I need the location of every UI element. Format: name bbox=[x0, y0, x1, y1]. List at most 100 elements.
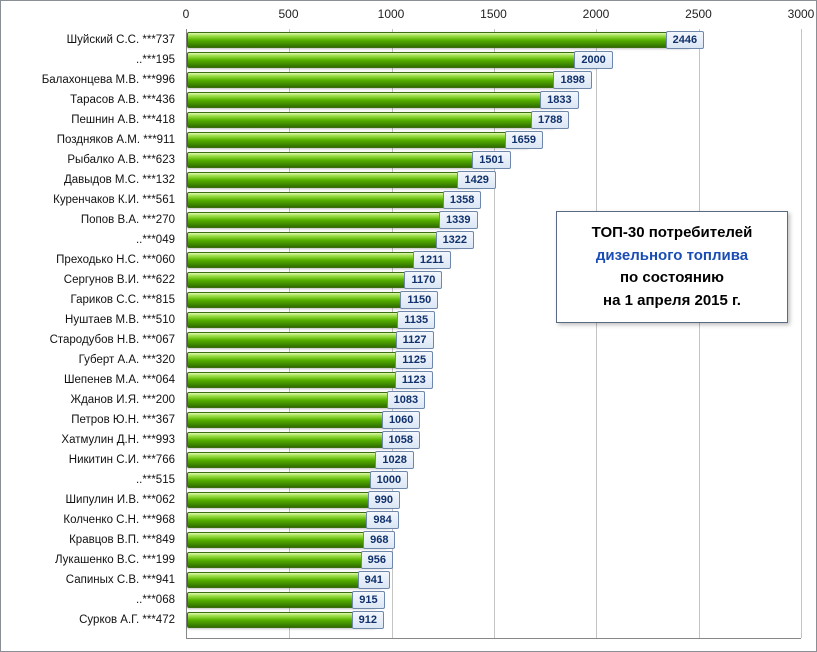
title-box: ТОП-30 потребителей дизельного топлива п… bbox=[556, 211, 788, 323]
bar bbox=[187, 332, 420, 348]
x-axis-labels: 050010001500200025003000 bbox=[186, 7, 801, 25]
bar-value-label: 1123 bbox=[395, 371, 433, 389]
category-label: Сергунов В.И. ***622 bbox=[1, 271, 181, 289]
bar bbox=[187, 352, 419, 368]
plot-area: 2446200018981833178816591501142913581339… bbox=[186, 29, 801, 639]
category-label: Поздняков А.М. ***911 bbox=[1, 131, 181, 149]
bar-row: 1060 bbox=[187, 411, 801, 429]
category-label: ..***049 bbox=[1, 231, 181, 249]
title-line-4: на 1 апреля 2015 г. bbox=[567, 290, 777, 313]
bar bbox=[187, 512, 390, 528]
bar bbox=[187, 52, 598, 68]
bar bbox=[187, 132, 529, 148]
bar bbox=[187, 472, 394, 488]
bar bbox=[187, 232, 460, 248]
bar-row: 1125 bbox=[187, 351, 801, 369]
bar bbox=[187, 312, 421, 328]
bar-value-label: 1058 bbox=[382, 431, 420, 449]
bar-value-label: 1429 bbox=[457, 171, 495, 189]
category-label: Стародубов Н.В. ***067 bbox=[1, 331, 181, 349]
bar bbox=[187, 252, 437, 268]
bar-row: 2446 bbox=[187, 31, 801, 49]
title-line-2: дизельного топлива bbox=[567, 245, 777, 268]
x-tick-label: 3000 bbox=[788, 7, 815, 21]
category-label: Хатмулин Д.Н. ***993 bbox=[1, 431, 181, 449]
bar-row: 1127 bbox=[187, 331, 801, 349]
category-label: Сурков А.Г. ***472 bbox=[1, 611, 181, 629]
bar-value-label: 956 bbox=[361, 551, 393, 569]
bar-value-label: 1339 bbox=[439, 211, 477, 229]
bar-value-label: 1125 bbox=[395, 351, 433, 369]
bar bbox=[187, 212, 463, 228]
bar-row: 984 bbox=[187, 511, 801, 529]
bar-row: 990 bbox=[187, 491, 801, 509]
category-label: Лукашенко В.С. ***199 bbox=[1, 551, 181, 569]
bar-row: 1358 bbox=[187, 191, 801, 209]
bar-value-label: 968 bbox=[363, 531, 395, 549]
gridline bbox=[801, 29, 802, 638]
title-line-3: по состоянию bbox=[567, 267, 777, 290]
bar-row: 1788 bbox=[187, 111, 801, 129]
bar bbox=[187, 392, 411, 408]
bar-row: 1833 bbox=[187, 91, 801, 109]
x-tick-label: 2000 bbox=[583, 7, 610, 21]
x-tick-label: 1000 bbox=[378, 7, 405, 21]
category-label: Шепенев М.А. ***064 bbox=[1, 371, 181, 389]
x-tick-label: 2500 bbox=[685, 7, 712, 21]
bar-row: 956 bbox=[187, 551, 801, 569]
bar-value-label: 941 bbox=[358, 571, 390, 589]
category-label: Преходько Н.С. ***060 bbox=[1, 251, 181, 269]
bar bbox=[187, 432, 406, 448]
bar-row: 1429 bbox=[187, 171, 801, 189]
bar-value-label: 1083 bbox=[387, 391, 425, 409]
bar-row: 1028 bbox=[187, 451, 801, 469]
bar-value-label: 1211 bbox=[413, 251, 451, 269]
category-label: Никитин С.И. ***766 bbox=[1, 451, 181, 469]
bar-value-label: 2000 bbox=[574, 51, 612, 69]
bar-row: 912 bbox=[187, 611, 801, 629]
bar bbox=[187, 492, 392, 508]
title-line-1: ТОП-30 потребителей bbox=[567, 222, 777, 245]
category-label: Петров Ю.Н. ***367 bbox=[1, 411, 181, 429]
category-label: Жданов И.Я. ***200 bbox=[1, 391, 181, 409]
x-tick-label: 0 bbox=[183, 7, 190, 21]
bar-value-label: 1358 bbox=[443, 191, 481, 209]
bar bbox=[187, 272, 428, 288]
bar bbox=[187, 612, 376, 628]
category-label: Кравцов В.П. ***849 bbox=[1, 531, 181, 549]
bar-row: 968 bbox=[187, 531, 801, 549]
category-label: Балахонцева М.В. ***996 bbox=[1, 71, 181, 89]
category-label: Нуштаев М.В. ***510 bbox=[1, 311, 181, 329]
category-label: Пешнин А.В. ***418 bbox=[1, 111, 181, 129]
bar bbox=[187, 72, 577, 88]
bar bbox=[187, 452, 399, 468]
bar-value-label: 1028 bbox=[375, 451, 413, 469]
category-label: ..***195 bbox=[1, 51, 181, 69]
bar-value-label: 1170 bbox=[404, 271, 442, 289]
bar-value-label: 1127 bbox=[396, 331, 434, 349]
bar bbox=[187, 592, 376, 608]
bar-value-label: 1060 bbox=[382, 411, 420, 429]
bar bbox=[187, 532, 387, 548]
category-label: Сапиных С.В. ***941 bbox=[1, 571, 181, 589]
category-label: Шипулин И.В. ***062 bbox=[1, 491, 181, 509]
bar-row: 1123 bbox=[187, 371, 801, 389]
category-label: ..***515 bbox=[1, 471, 181, 489]
category-label: Тарасов А.В. ***436 bbox=[1, 91, 181, 109]
bar bbox=[187, 552, 385, 568]
bar bbox=[187, 412, 406, 428]
bar bbox=[187, 192, 467, 208]
bar-value-label: 1833 bbox=[540, 91, 578, 109]
category-label: Гариков С.С. ***815 bbox=[1, 291, 181, 309]
bar-value-label: 912 bbox=[352, 611, 384, 629]
bar-row: 941 bbox=[187, 571, 801, 589]
bar-value-label: 1788 bbox=[531, 111, 569, 129]
bar-value-label: 2446 bbox=[666, 31, 704, 49]
bar-row: 1000 bbox=[187, 471, 801, 489]
bar-value-label: 990 bbox=[368, 491, 400, 509]
bar bbox=[187, 152, 496, 168]
x-tick-label: 1500 bbox=[480, 7, 507, 21]
category-label: Губерт А.А. ***320 bbox=[1, 351, 181, 369]
x-tick-label: 500 bbox=[278, 7, 298, 21]
bar-row: 1058 bbox=[187, 431, 801, 449]
